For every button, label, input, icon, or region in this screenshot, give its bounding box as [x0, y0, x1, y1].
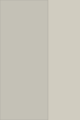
Bar: [0, 0, 48, 120]
Bar: [0, 0, 48, 120]
